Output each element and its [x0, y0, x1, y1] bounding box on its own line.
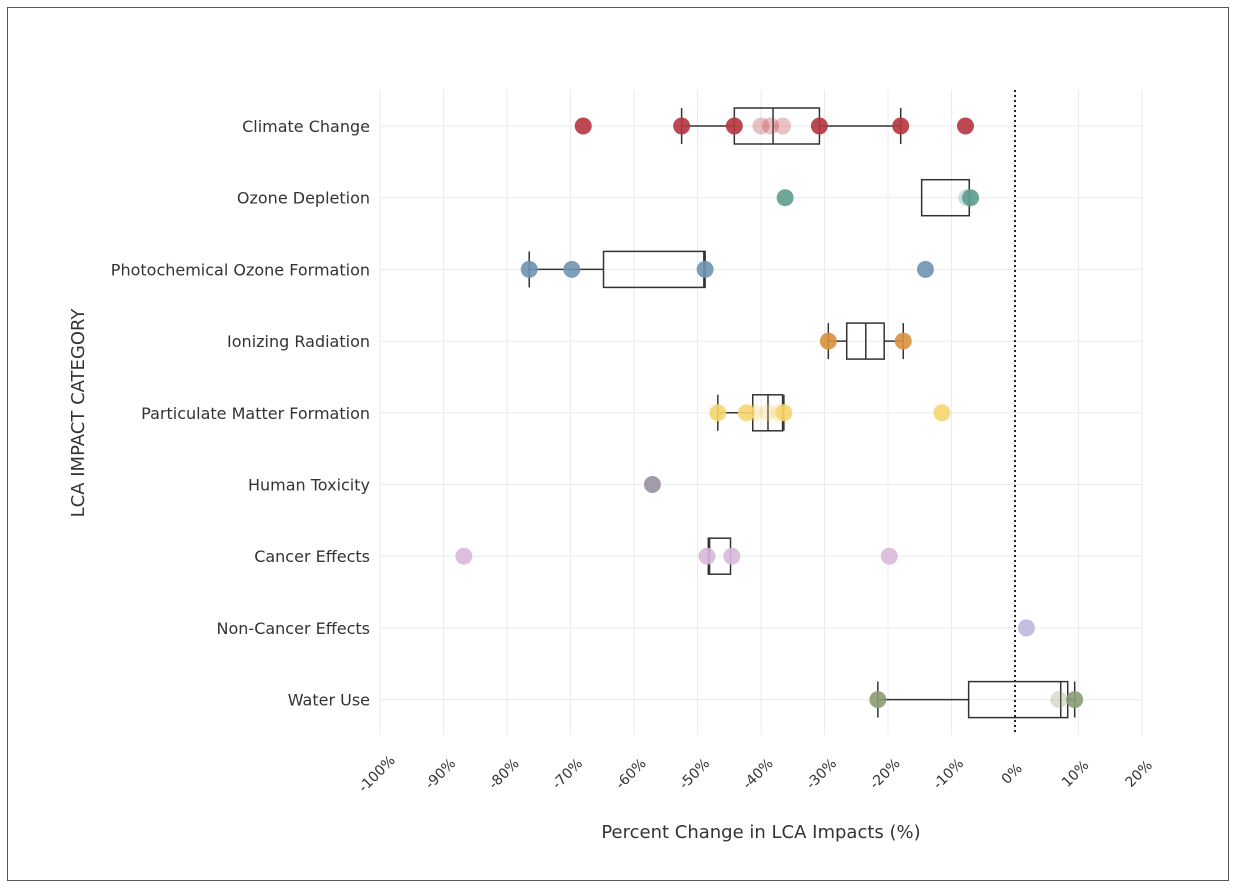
x-tick-label: -100% [356, 753, 399, 796]
data-point [776, 189, 794, 207]
data-point [698, 547, 716, 565]
x-tick-label: -90% [422, 756, 459, 793]
data-point [869, 691, 887, 709]
data-point [752, 117, 770, 135]
category-label: Climate Change [242, 117, 370, 136]
x-tick-label: -30% [803, 756, 840, 793]
data-point [673, 117, 691, 135]
data-points [455, 117, 1084, 709]
data-point [709, 404, 727, 422]
grid-lines [379, 90, 1143, 735]
data-point [723, 547, 741, 565]
x-tick-label: -20% [867, 756, 904, 793]
data-point [520, 260, 538, 278]
data-point [725, 117, 743, 135]
y-axis-title: LCA IMPACT CATEGORY [68, 308, 89, 518]
x-tick-label: -70% [549, 756, 586, 793]
x-tick-label: -60% [613, 756, 650, 793]
x-tick-label: 10% [1059, 758, 1092, 791]
data-point [962, 189, 980, 207]
chart-frame [7, 7, 1229, 881]
data-point [774, 117, 792, 135]
data-point [643, 476, 661, 493]
x-tick-label: 20% [1123, 758, 1156, 791]
data-point [880, 547, 898, 565]
x-tick-label: -50% [676, 756, 713, 793]
data-point [746, 404, 764, 422]
data-point [574, 117, 592, 135]
x-tick-label: -10% [930, 756, 967, 793]
category-label: Non-Cancer Effects [217, 619, 370, 638]
data-point [894, 332, 912, 350]
category-label: Ionizing Radiation [227, 332, 370, 351]
category-label: Cancer Effects [254, 547, 370, 566]
data-point [696, 260, 714, 278]
data-point [1050, 691, 1068, 709]
data-point [762, 117, 780, 135]
x-tick-label: -80% [486, 756, 523, 793]
box-plot [827, 322, 904, 360]
data-point [956, 117, 974, 135]
data-point [455, 547, 473, 565]
data-point [1017, 619, 1035, 637]
category-label: Photochemical Ozone Formation [111, 260, 370, 279]
category-label: Particulate Matter Formation [141, 404, 370, 423]
category-label: Human Toxicity [248, 476, 370, 495]
data-point [916, 260, 934, 278]
x-tick-label: 0% [999, 761, 1026, 788]
data-point [563, 260, 581, 278]
data-point [1066, 691, 1084, 709]
x-axis-title: Percent Change in LCA Impacts (%) [601, 822, 920, 843]
data-point [737, 404, 755, 422]
category-labels: Climate Change Ozone Depletion Photochemic… [111, 117, 370, 710]
category-label: Water Use [288, 691, 370, 710]
category-label: Ozone Depletion [237, 189, 370, 208]
x-tick-labels: -100% -90% -80% -70% -60% -50% -40% -30% -20% -10… [356, 753, 1156, 796]
data-point [758, 404, 776, 422]
data-point [892, 117, 910, 135]
data-point [775, 404, 793, 422]
data-point [810, 117, 828, 135]
data-point [933, 404, 951, 422]
x-tick-label: -40% [740, 756, 777, 793]
data-point [819, 332, 837, 350]
